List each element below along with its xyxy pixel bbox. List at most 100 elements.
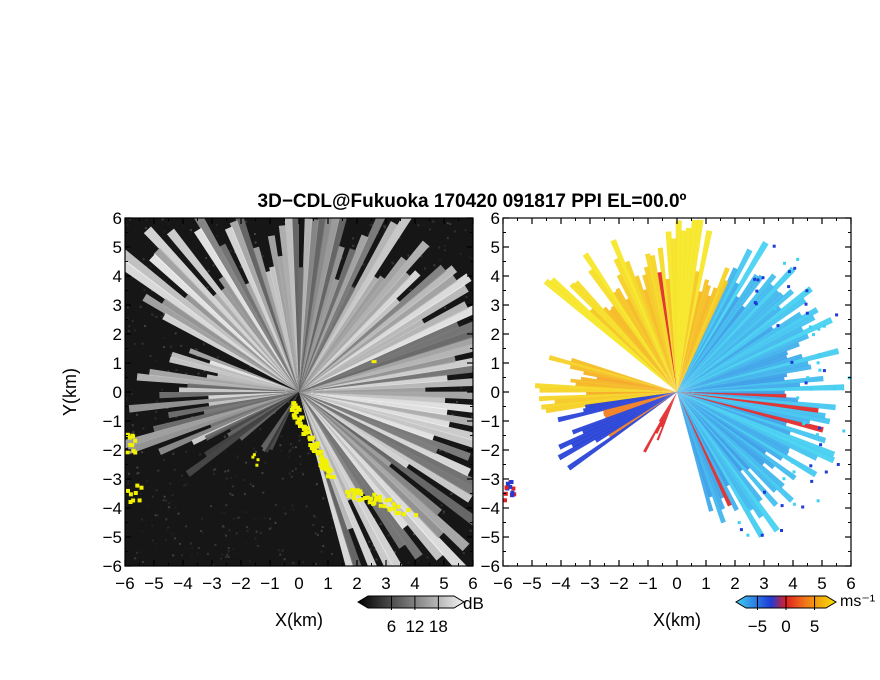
reflectivity-ray (262, 392, 299, 452)
yellow-echo (369, 496, 374, 501)
noise-speck (315, 483, 318, 486)
noise-speck (134, 557, 137, 560)
yellow-echo (308, 443, 314, 447)
velocity-ray (580, 376, 677, 392)
reflectivity-ray (188, 348, 299, 392)
reflectivity-ray (299, 392, 473, 448)
reflectivity-ray (136, 373, 299, 392)
noise-speck (299, 455, 302, 458)
reflectivity-y-tick-label: −1 (103, 412, 122, 431)
reflectivity-ray (299, 392, 446, 404)
reflectivity-y-tick-label: −2 (103, 441, 122, 460)
noise-speck (210, 505, 213, 508)
velocity-ray (677, 392, 733, 507)
velocity-speck (773, 307, 777, 311)
noise-speck (262, 491, 265, 494)
noise-speck (212, 468, 215, 471)
velocity-colorbar-ticks: −5 0 5 (748, 596, 819, 636)
noise-speck (243, 479, 246, 482)
yellow-echo (360, 497, 365, 502)
velocity-ray (677, 273, 759, 392)
yellow-echo (289, 408, 295, 412)
reflectivity-echo-sectors (125, 218, 473, 566)
reflectivity-ray (299, 392, 435, 441)
noise-speck (246, 526, 248, 529)
noise-speck (442, 510, 445, 513)
reflectivity-ray (187, 383, 299, 392)
noise-speck (248, 560, 251, 563)
reflectivity-x-tick-label: 1 (323, 574, 332, 593)
velocity-ray (677, 392, 726, 510)
noise-speck (126, 399, 128, 402)
yellow-echo (373, 497, 378, 502)
reflectivity-y-tick-label: −5 (103, 528, 122, 547)
reflectivity-ray (204, 392, 299, 441)
noise-speck (175, 369, 178, 372)
noise-speck (195, 348, 198, 351)
velocity-ray (677, 392, 797, 481)
velocity-ray (677, 241, 769, 392)
noise-speck (352, 244, 355, 247)
velocity-speck (810, 479, 814, 483)
noise-speck (290, 475, 293, 478)
yellow-echo (355, 490, 359, 495)
yellow-echo (127, 435, 132, 440)
velocity-ray (677, 392, 775, 470)
yellow-echo (394, 511, 399, 516)
noise-speck (180, 344, 183, 347)
velocity-speck (805, 289, 809, 293)
noise-speck (446, 222, 449, 225)
reflectivity-ray (299, 218, 347, 392)
velocity-ray (558, 392, 677, 450)
yellow-echo (359, 492, 364, 496)
yellow-echo (139, 485, 144, 490)
noise-speck (173, 513, 176, 516)
noise-speck (180, 474, 183, 477)
noise-speck (293, 536, 296, 539)
noise-speck (294, 446, 297, 449)
noise-speck (200, 530, 203, 532)
reflectivity-x-tick-label: −6 (115, 574, 134, 593)
noise-speck (369, 548, 372, 551)
velocity-speck (747, 508, 751, 512)
noise-speck (424, 224, 427, 227)
noise-speck (383, 230, 386, 233)
noise-speck (252, 485, 255, 488)
noise-speck (469, 529, 472, 532)
yellow-echo (351, 496, 356, 501)
velocity-ray (677, 392, 811, 425)
noise-speck (137, 471, 140, 474)
noise-speck (439, 449, 442, 452)
noise-speck (139, 551, 142, 554)
velocity-y-tick-label: 2 (491, 325, 500, 344)
reflectivity-ray (299, 273, 472, 392)
velocity-ray (677, 333, 810, 392)
noise-speck (153, 401, 156, 404)
noise-speck (212, 564, 215, 566)
noise-speck (322, 497, 325, 500)
velocity-ray (677, 279, 729, 392)
noise-speck (444, 306, 446, 309)
velocity-ray (582, 252, 677, 392)
noise-speck (253, 518, 256, 521)
velocity-ray (677, 392, 778, 493)
reflectivity-x-tick-label: −5 (144, 574, 163, 593)
reflectivity-ray (298, 267, 304, 392)
velocity-ray (615, 287, 677, 392)
yellow-echo (329, 475, 334, 479)
velocity-ray (677, 392, 743, 472)
velocity-ray (624, 260, 677, 392)
noise-speck (196, 355, 199, 358)
velocity-y-tick-label: 1 (491, 354, 500, 373)
velocity-ray (583, 371, 677, 392)
yellow-echo (371, 501, 376, 506)
velocity-ray (570, 357, 677, 392)
noise-speck (189, 542, 192, 545)
velocity-ray (677, 392, 831, 425)
noise-speck (225, 504, 228, 507)
velocity-speck (805, 311, 809, 315)
velocity-ray (677, 311, 803, 392)
noise-speck (142, 427, 145, 430)
noise-speck (186, 372, 188, 375)
velocity-ray (677, 292, 784, 392)
